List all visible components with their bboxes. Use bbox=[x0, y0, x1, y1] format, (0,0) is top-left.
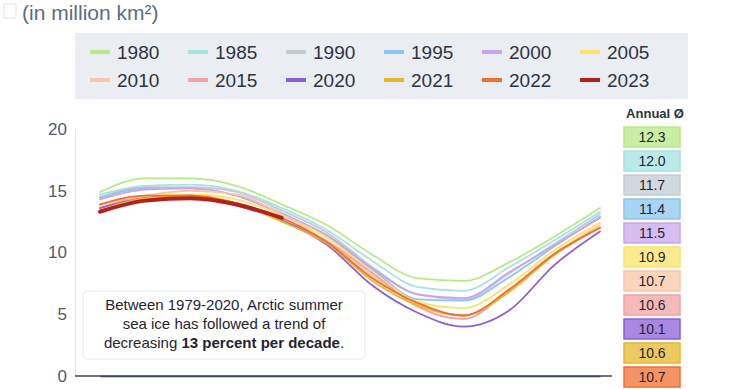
annual-value: 12.3 bbox=[638, 129, 665, 145]
legend-label: 2023 bbox=[607, 70, 649, 91]
legend-swatch bbox=[384, 78, 404, 82]
annual-title: Annual Ø bbox=[626, 106, 684, 121]
legend-label: 2005 bbox=[607, 42, 649, 63]
legend-item: 1995 bbox=[384, 42, 453, 63]
legend-swatch bbox=[188, 50, 208, 54]
series-line bbox=[100, 198, 282, 218]
legend-swatch bbox=[90, 78, 110, 82]
legend-label: 2022 bbox=[509, 70, 551, 91]
annual-badge bbox=[624, 175, 680, 195]
annual-value: 10.7 bbox=[638, 273, 665, 289]
legend-item: 2015 bbox=[188, 70, 257, 91]
annual-badge bbox=[624, 127, 680, 147]
legend-item: 1985 bbox=[188, 42, 257, 63]
annual-badge bbox=[624, 199, 680, 219]
legend-label: 2015 bbox=[215, 70, 257, 91]
legend-label: 2020 bbox=[313, 70, 355, 91]
y-axis: 0 5 10 15 20 bbox=[48, 120, 75, 386]
y-tick: 20 bbox=[48, 120, 75, 139]
legend-label: 2021 bbox=[411, 70, 453, 91]
annual-badge bbox=[624, 343, 680, 363]
legend-label: 2010 bbox=[117, 70, 159, 91]
y-tick-label: 15 bbox=[48, 182, 67, 201]
legend-item: 2010 bbox=[90, 70, 159, 91]
legend-swatch bbox=[286, 78, 306, 82]
annotation: Between 1979-2020, Arctic summer sea ice … bbox=[83, 291, 365, 359]
annual-value: 10.6 bbox=[638, 297, 665, 313]
legend-item: 2005 bbox=[580, 42, 649, 63]
annual-badge bbox=[624, 271, 680, 291]
legend-label: 1990 bbox=[313, 42, 355, 63]
title-icon bbox=[4, 4, 16, 18]
annotation-line: sea ice has followed a trend of bbox=[123, 315, 326, 332]
annual-badge bbox=[624, 367, 680, 387]
subtitle: (in million km²) bbox=[22, 1, 159, 24]
series-line bbox=[100, 185, 600, 291]
legend-item: 2020 bbox=[286, 70, 355, 91]
annual-value: 11.7 bbox=[639, 177, 665, 193]
legend-box bbox=[75, 33, 688, 99]
annual-value: 10.1 bbox=[638, 321, 665, 337]
y-tick: 10 bbox=[48, 243, 75, 262]
series-line bbox=[100, 188, 600, 300]
legend-label: 1980 bbox=[117, 42, 159, 63]
annual-value: 12.0 bbox=[638, 153, 665, 169]
annual-value: 10.7 bbox=[638, 369, 665, 385]
legend-label: 2000 bbox=[509, 42, 551, 63]
legend-item: 1980 bbox=[90, 42, 159, 63]
chart: (in million km²)198019851990199520002005… bbox=[0, 0, 740, 389]
legend-swatch bbox=[90, 50, 110, 54]
y-tick: 5 bbox=[58, 305, 75, 324]
y-axis-line bbox=[75, 130, 76, 377]
annual-badge bbox=[624, 295, 680, 315]
y-tick: 0 bbox=[58, 367, 75, 386]
annotation-box bbox=[83, 291, 365, 359]
y-tick-label: 20 bbox=[48, 120, 67, 139]
annual-value: 10.9 bbox=[638, 249, 665, 265]
legend-item: 2000 bbox=[482, 42, 551, 63]
legend-item: 1990 bbox=[286, 42, 355, 63]
legend-swatch bbox=[286, 50, 306, 54]
legend-swatch bbox=[188, 78, 208, 82]
legend-swatch bbox=[580, 50, 600, 54]
legend-swatch bbox=[482, 78, 502, 82]
legend-swatch bbox=[384, 50, 404, 54]
legend-item: 2023 bbox=[580, 70, 649, 91]
annual-value: 11.5 bbox=[639, 225, 665, 241]
legend-label: 1995 bbox=[411, 42, 453, 63]
baseline bbox=[75, 375, 612, 377]
annual-badge bbox=[624, 247, 680, 267]
y-tick-label: 5 bbox=[58, 305, 67, 324]
annual-value: 11.4 bbox=[639, 201, 665, 217]
annual-badge bbox=[624, 319, 680, 339]
legend-label: 1985 bbox=[215, 42, 257, 63]
legend-swatch bbox=[482, 50, 502, 54]
annual-badge bbox=[624, 223, 680, 243]
y-tick-label: 0 bbox=[58, 367, 67, 386]
legend-item: 2021 bbox=[384, 70, 453, 91]
annotation-line: decreasing 13 percent per decade. bbox=[104, 334, 344, 351]
annual-badges: 12.3 12.0 11.7 11.4 11.5 10.9 10.7 10.6 10.1 10.6… bbox=[624, 127, 680, 387]
legend-item: 2022 bbox=[482, 70, 551, 91]
legend-swatch bbox=[580, 78, 600, 82]
series-line bbox=[100, 187, 600, 299]
annotation-line: Between 1979-2020, Arctic summer bbox=[105, 296, 343, 313]
annual-value: 10.6 bbox=[638, 345, 665, 361]
y-tick: 15 bbox=[48, 182, 75, 201]
series-line bbox=[100, 188, 600, 298]
y-tick-label: 10 bbox=[48, 243, 67, 262]
annual-badge bbox=[624, 151, 680, 171]
